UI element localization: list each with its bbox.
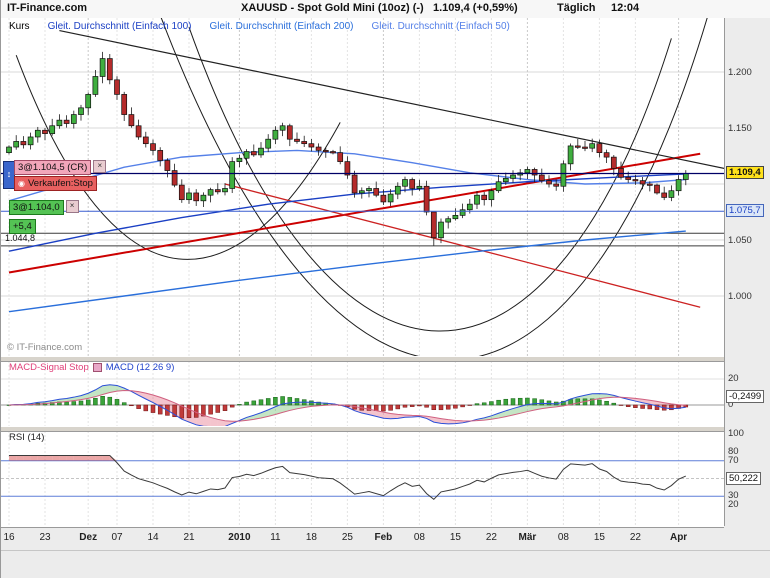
- clock: 12:04: [611, 2, 640, 14]
- x-axis-label: Feb: [374, 532, 393, 543]
- eye-icon: ◉: [18, 179, 25, 188]
- panel-splitter[interactable]: [1, 356, 770, 362]
- x-axis-label: 23: [39, 532, 51, 543]
- axis-tick: 1.150: [728, 123, 752, 134]
- macd-signal-label[interactable]: MACD-Signal Stop: [9, 362, 89, 373]
- position-row: 3@1.104,0 ×: [9, 200, 79, 215]
- legend-sma50[interactable]: Gleit. Durchschnitt (Einfach 50): [371, 21, 510, 32]
- x-axis-label: 22: [629, 532, 641, 543]
- kurs-label: Kurs: [9, 21, 30, 32]
- x-axis-label: 15: [449, 532, 461, 543]
- axis-tick: 100: [728, 428, 744, 439]
- low-level-label: 1.044,8: [5, 233, 36, 243]
- price-axis-column[interactable]: 1.109,4 1.075,7 -0,2499 50,222 1.200 1.15…: [724, 18, 770, 526]
- x-axis-label: 21: [183, 532, 195, 543]
- price-panel-legend: Kurs Gleit. Durchschnitt (Einfach 100) G…: [9, 21, 510, 32]
- brand: IT-Finance.com: [7, 2, 88, 14]
- sell-stop-label: Verkaufen:Stop: [27, 178, 93, 189]
- macd-signal-swatch-icon: [92, 363, 102, 372]
- stop-price-tag[interactable]: 1.075,7: [726, 204, 764, 217]
- x-axis-label: 2010: [228, 532, 251, 543]
- x-axis-label: 22: [485, 532, 497, 543]
- sell-stop-tag[interactable]: ◉ Verkaufen:Stop: [14, 176, 97, 191]
- macd-legend: MACD-Signal Stop MACD (12 26 9): [9, 362, 174, 373]
- x-axis-label: Apr: [669, 532, 688, 543]
- macd-label[interactable]: MACD (12 26 9): [105, 362, 175, 373]
- axis-tick: 30: [728, 490, 739, 502]
- x-axis-label: 18: [305, 532, 317, 543]
- order-drag-handle-icon[interactable]: ↕: [3, 161, 15, 189]
- stop-order-row: 3@1.104,5 (CR) ×: [14, 160, 107, 175]
- x-axis-label: 08: [413, 532, 425, 543]
- rsi-label[interactable]: RSI (14): [9, 432, 45, 443]
- axis-tick: 70: [728, 454, 739, 466]
- stop-order-tag[interactable]: 3@1.104,5 (CR): [14, 160, 92, 175]
- quote-value: 1.109,4 (+0,59%): [433, 2, 518, 14]
- axis-tick: 20: [728, 373, 739, 384]
- watermark: © IT-Finance.com: [7, 342, 83, 353]
- axis-tick: 1.000: [728, 291, 752, 302]
- axis-tick: 1.200: [728, 67, 752, 78]
- stop-type-row: ◉ Verkaufen:Stop: [14, 176, 97, 191]
- x-axis-label: Mär: [518, 532, 537, 543]
- x-axis-label: 08: [557, 532, 569, 543]
- pnl-tag: +5,4: [9, 219, 36, 234]
- rsi-chart-canvas[interactable]: [1, 430, 724, 528]
- current-price-tag: 1.109,4: [726, 166, 764, 179]
- x-axis-label: 15: [593, 532, 605, 543]
- x-axis-label: 25: [341, 532, 353, 543]
- macd-value-tag: -0,2499: [726, 390, 765, 403]
- close-icon[interactable]: ×: [93, 160, 107, 173]
- axis-tick: 1.050: [728, 235, 752, 246]
- rsi-value-tag: 50,222: [726, 472, 762, 485]
- time-axis[interactable]: 16 23 Dez 07 14 21 2010 11 18 25 Feb 08 15 22 Mär 08 15 2…: [1, 526, 770, 550]
- axis-tick: 0: [728, 399, 734, 410]
- status-strip: [1, 550, 770, 578]
- pnl-row: +5,4: [9, 219, 36, 234]
- header-bar: IT-Finance.com XAUUSD - Spot Gold Mini (…: [1, 0, 770, 19]
- x-axis-label: 16: [3, 532, 15, 543]
- price-chart-canvas[interactable]: [1, 18, 724, 356]
- legend-sma200[interactable]: Gleit. Durchschnitt (Einfach 200): [209, 21, 354, 32]
- x-axis-label: Dez: [79, 532, 98, 543]
- axis-tick: 20: [728, 499, 739, 511]
- x-axis-label: 14: [147, 532, 159, 543]
- x-axis-label: 07: [111, 532, 123, 543]
- legend-sma100[interactable]: Gleit. Durchschnitt (Einfach 100): [47, 21, 192, 32]
- panel-splitter[interactable]: [1, 426, 770, 432]
- x-axis-label: 11: [270, 532, 281, 543]
- symbol-title: XAUUSD - Spot Gold Mini (10oz) (-): [241, 2, 424, 14]
- timeframe-label[interactable]: Täglich: [557, 2, 596, 14]
- position-tag[interactable]: 3@1.104,0: [9, 200, 64, 215]
- axis-tick: 80: [728, 445, 739, 457]
- close-icon[interactable]: ×: [65, 200, 79, 213]
